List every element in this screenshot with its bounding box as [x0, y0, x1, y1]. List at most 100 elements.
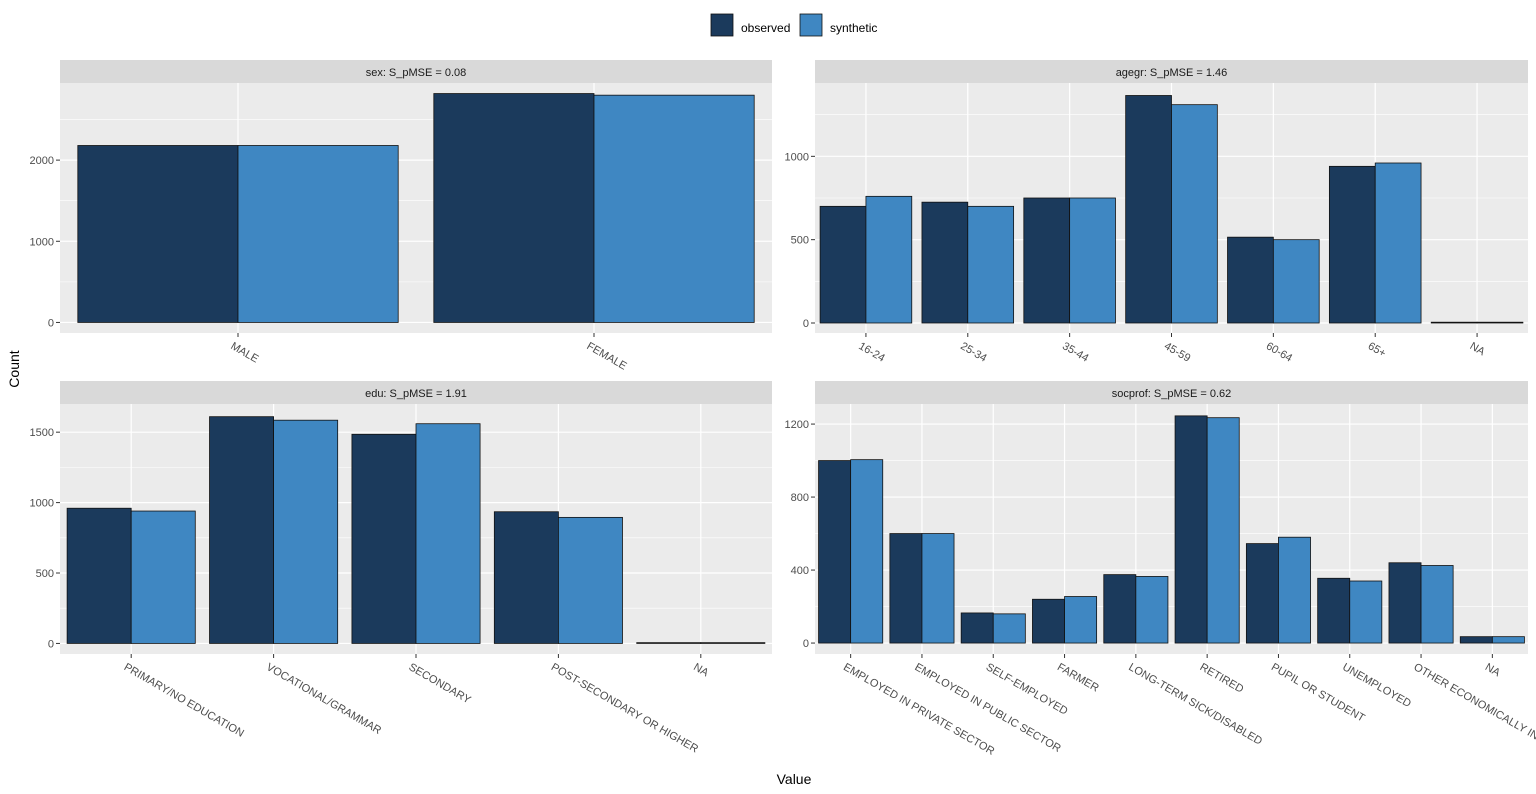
facet-title: sex: S_pMSE = 0.08 [366, 67, 467, 79]
y-axis-title: Count [6, 350, 22, 387]
legend-key-observed [710, 13, 734, 37]
bar-observed [636, 642, 702, 644]
bar-observed [818, 460, 852, 644]
bar-observed [1459, 636, 1493, 644]
bar-synthetic [700, 642, 766, 644]
x-tick-label: NA [1468, 340, 1488, 358]
y-tick-label: 1500 [30, 427, 54, 439]
x-tick-label: PRIMARY/NO EDUCATION [122, 661, 246, 740]
legend-label-observed: observed [741, 21, 790, 35]
bar-synthetic [1272, 239, 1320, 324]
facet-panel: socprof: S_pMSE = 0.62 0 400 800 1200 EMPLOYE… [785, 381, 1536, 762]
x-axis-title: Value [777, 771, 812, 787]
x-tick-label: 45-59 [1162, 340, 1192, 364]
bar-synthetic [1064, 596, 1098, 644]
x-tick-label: 60-64 [1264, 340, 1294, 364]
facet-panel: sex: S_pMSE = 0.08 0 1000 2000 MALE FEMALE [30, 60, 772, 373]
bar-observed [66, 507, 132, 644]
bar-synthetic [1420, 565, 1454, 644]
bar-synthetic [1476, 321, 1524, 324]
bar-observed [1317, 577, 1351, 644]
facet-title: agegr: S_pMSE = 1.46 [1116, 67, 1228, 79]
y-tick-label: 1000 [785, 151, 809, 163]
y-tick-label: 2000 [30, 155, 54, 167]
bar-synthetic [593, 94, 755, 323]
x-tick-label: EMPLOYED IN PRIVATE SECTOR [841, 661, 996, 758]
x-tick-label: RETIRED [1198, 661, 1246, 696]
legend-key-synthetic [799, 13, 823, 37]
bar-observed [1245, 543, 1279, 644]
bar-observed [1032, 598, 1065, 644]
bar-observed [1328, 165, 1376, 324]
legend: observed synthetic [710, 13, 877, 37]
facet-panel: edu: S_pMSE = 1.91 0 500 1000 1500 PRIMARY/NO… [30, 381, 772, 755]
y-tick-label: 400 [791, 565, 809, 577]
bar-synthetic [130, 510, 196, 644]
x-tick-label: FEMALE [585, 340, 629, 372]
bar-synthetic [237, 145, 399, 323]
bar-synthetic [921, 533, 955, 644]
facet-panel: agegr: S_pMSE = 1.46 0 500 1000 16-24 25-34 35… [785, 60, 1528, 365]
bar-synthetic [850, 459, 884, 644]
bar-synthetic [1349, 580, 1383, 644]
x-tick-label: SECONDARY [407, 661, 474, 706]
x-tick-label: VOCATIONAL/GRAMMAR [264, 661, 383, 737]
x-tick-label: 25-34 [958, 340, 988, 364]
bar-observed [921, 201, 969, 324]
bar-synthetic [273, 419, 339, 644]
legend-label-synthetic: synthetic [830, 21, 877, 35]
bar-observed [77, 145, 239, 323]
x-tick-label: NA [691, 661, 711, 679]
facet-strip [815, 381, 1528, 404]
y-tick-label: 0 [803, 318, 809, 330]
bar-observed [1174, 415, 1208, 644]
x-tick-label: MALE [229, 340, 261, 365]
bar-synthetic [1135, 576, 1169, 644]
bar-synthetic [1069, 197, 1116, 324]
x-tick-label: LONG-TERM SICK/DISABLED [1126, 661, 1264, 748]
facet-title: edu: S_pMSE = 1.91 [365, 388, 467, 400]
bar-synthetic [1206, 417, 1240, 644]
bar-synthetic [992, 613, 1026, 644]
bar-observed [1125, 95, 1172, 324]
bar-observed [433, 93, 595, 323]
bar-synthetic [1171, 104, 1218, 324]
bar-observed [889, 533, 923, 644]
bar-synthetic [967, 205, 1015, 324]
x-tick-label: POST-SECONDARY OR HIGHER [549, 661, 700, 755]
y-tick-label: 500 [36, 568, 54, 580]
bar-observed [351, 433, 417, 644]
y-tick-label: 1000 [30, 498, 54, 510]
facet-strip [60, 381, 772, 404]
bar-synthetic [415, 423, 481, 644]
x-tick-label: 65+ [1366, 340, 1388, 360]
bar-observed [1430, 321, 1478, 324]
bar-observed [960, 612, 994, 644]
y-tick-label: 500 [791, 235, 809, 247]
x-tick-label: FARMER [1055, 661, 1101, 694]
facet-panels: sex: S_pMSE = 0.08 0 1000 2000 MALE FEMALE age… [30, 60, 1536, 762]
y-tick-label: 1200 [785, 419, 809, 431]
bar-synthetic [865, 195, 913, 324]
x-tick-label: EMPLOYED IN PUBLIC SECTOR [912, 661, 1062, 755]
x-tick-label: UNEMPLOYED [1340, 661, 1413, 710]
bar-observed [1103, 574, 1137, 644]
x-tick-label: 35-44 [1060, 340, 1090, 364]
bar-observed [819, 205, 867, 324]
bar-observed [1388, 562, 1422, 644]
y-tick-label: 1000 [30, 236, 54, 248]
bar-observed [493, 511, 559, 644]
y-tick-label: 800 [791, 492, 809, 504]
facet-strip [60, 60, 772, 83]
facet-strip [815, 60, 1528, 83]
x-tick-label: NA [1483, 661, 1503, 679]
bar-synthetic [1374, 162, 1422, 324]
facet-title: socprof: S_pMSE = 0.62 [1112, 388, 1232, 400]
bar-synthetic [558, 516, 623, 644]
bar-observed [1227, 236, 1274, 324]
bar-observed [1023, 197, 1071, 324]
x-tick-label: 16-24 [856, 340, 886, 364]
x-tick-label: OTHER ECONOMICALLY INACTIVE [1412, 661, 1536, 762]
y-tick-label: 0 [48, 638, 54, 650]
